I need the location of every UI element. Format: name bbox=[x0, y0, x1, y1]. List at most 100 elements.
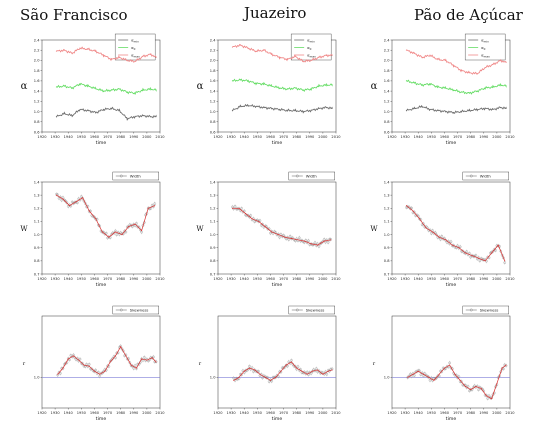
trend-point bbox=[317, 244, 319, 246]
x-tick-label: 2000 bbox=[492, 277, 502, 281]
y-tick-label: 1.1 bbox=[384, 220, 390, 224]
x-tick-label: 1930 bbox=[401, 135, 411, 139]
y-tick-label: 1.0 bbox=[210, 376, 216, 380]
x-axis-label: time bbox=[446, 140, 457, 146]
observation-point bbox=[111, 357, 115, 360]
observation-point bbox=[104, 232, 108, 235]
trend-point bbox=[114, 355, 116, 357]
observation-point bbox=[305, 370, 309, 374]
observation-point bbox=[287, 360, 291, 364]
series-max-point bbox=[310, 59, 312, 61]
x-axis-label: time bbox=[96, 282, 107, 288]
observation-point bbox=[294, 239, 297, 243]
observation-point bbox=[478, 259, 482, 263]
y-tick-label: 0.6 bbox=[34, 130, 40, 134]
series-zero-point bbox=[476, 90, 478, 92]
x-tick-label: 1950 bbox=[427, 277, 437, 281]
legend-label: Skewness bbox=[130, 307, 149, 312]
x-tick-label: 1990 bbox=[479, 135, 489, 139]
trend-point bbox=[412, 210, 414, 212]
y-tick-label: 0.8 bbox=[210, 120, 216, 124]
chart-panel-skewness-1: 1920 1930 1940 1950 1960 1970 1980 1990 2000 2010… bbox=[23, 305, 165, 422]
observation-point bbox=[261, 376, 264, 380]
series-max-point bbox=[476, 73, 478, 75]
observation-point bbox=[257, 370, 260, 373]
observation-point bbox=[500, 367, 504, 370]
trend-point bbox=[438, 236, 440, 238]
x-axis-label: time bbox=[96, 416, 107, 422]
trend-point bbox=[101, 231, 103, 233]
legend-box bbox=[464, 33, 506, 61]
legend-marker bbox=[295, 174, 299, 178]
series-max-point bbox=[460, 70, 463, 72]
series-zero-point bbox=[126, 91, 128, 93]
observation-point bbox=[72, 201, 75, 205]
legend-label: Skewness bbox=[480, 307, 499, 312]
y-tick-label: 1.6 bbox=[384, 79, 390, 83]
trend-point bbox=[114, 231, 116, 233]
x-tick-label: 1940 bbox=[64, 411, 74, 415]
x-tick-label: 1930 bbox=[51, 277, 61, 281]
x-tick-label: 1950 bbox=[253, 135, 263, 139]
series-max-point bbox=[492, 63, 494, 66]
series-zero-line bbox=[406, 79, 507, 95]
y-tick-label: 1.6 bbox=[210, 79, 216, 83]
y-tick-label: 1.0 bbox=[34, 110, 40, 114]
observation-point bbox=[232, 376, 236, 380]
x-tick-label: 2010 bbox=[155, 135, 165, 139]
x-tick-label: 1990 bbox=[305, 135, 315, 139]
x-tick-label: 1940 bbox=[240, 277, 250, 281]
x-tick-label: 1970 bbox=[453, 135, 463, 139]
x-axis-label: time bbox=[272, 282, 283, 288]
legend-label: α0 bbox=[481, 45, 486, 51]
series-min-point bbox=[405, 109, 407, 112]
trend-point bbox=[478, 257, 480, 259]
trend-point bbox=[130, 364, 132, 366]
trend-point bbox=[109, 361, 111, 363]
series-zero-point bbox=[492, 86, 494, 88]
y-tick-label: 1.8 bbox=[210, 69, 216, 73]
y-tick-label: 0.6 bbox=[384, 130, 390, 134]
observation-point bbox=[232, 207, 236, 211]
observation-point bbox=[486, 255, 489, 259]
trend-point bbox=[128, 226, 130, 228]
observation-point bbox=[131, 364, 134, 368]
trend-point bbox=[147, 207, 149, 209]
observation-point bbox=[101, 230, 104, 234]
chart-panel-alpha-1: 1920 1930 1940 1950 1960 1970 1980 1990 2000 2010… bbox=[21, 33, 165, 146]
trend-point bbox=[151, 357, 153, 359]
x-tick-label: 2000 bbox=[492, 411, 502, 415]
series-zero-point bbox=[331, 84, 333, 86]
series-zero-point bbox=[413, 82, 415, 84]
series-min-point bbox=[413, 107, 415, 110]
y-tick-label: 2.0 bbox=[210, 59, 216, 63]
x-tick-label: 2000 bbox=[318, 135, 328, 139]
plot-frame bbox=[391, 315, 511, 409]
trend-point bbox=[75, 201, 77, 203]
y-axis-label: r bbox=[23, 361, 26, 367]
trend-point bbox=[504, 260, 506, 262]
observation-point bbox=[320, 241, 323, 245]
observation-point bbox=[457, 375, 461, 378]
y-tick-label: 1.3 bbox=[210, 193, 216, 197]
observation-point bbox=[244, 369, 247, 372]
series-max-point bbox=[155, 56, 157, 58]
legend-label: Width bbox=[306, 173, 318, 178]
trend-point bbox=[125, 355, 127, 357]
observation-point bbox=[282, 366, 285, 370]
plot-frame bbox=[41, 39, 161, 133]
series-min-point bbox=[445, 111, 447, 113]
series-min-point bbox=[95, 112, 97, 114]
observation-point bbox=[237, 207, 241, 210]
legend-label: αmax bbox=[307, 52, 316, 58]
trend-point bbox=[258, 220, 260, 222]
observation-point bbox=[153, 202, 157, 205]
series-min-line bbox=[406, 104, 507, 115]
observation-point bbox=[494, 249, 497, 252]
trend-point bbox=[93, 370, 95, 372]
legend-box bbox=[112, 171, 160, 181]
y-tick-label: 0.8 bbox=[384, 259, 390, 263]
y-axis-label: r bbox=[199, 361, 202, 367]
series-zero-point bbox=[500, 84, 502, 86]
observation-point bbox=[132, 367, 136, 370]
